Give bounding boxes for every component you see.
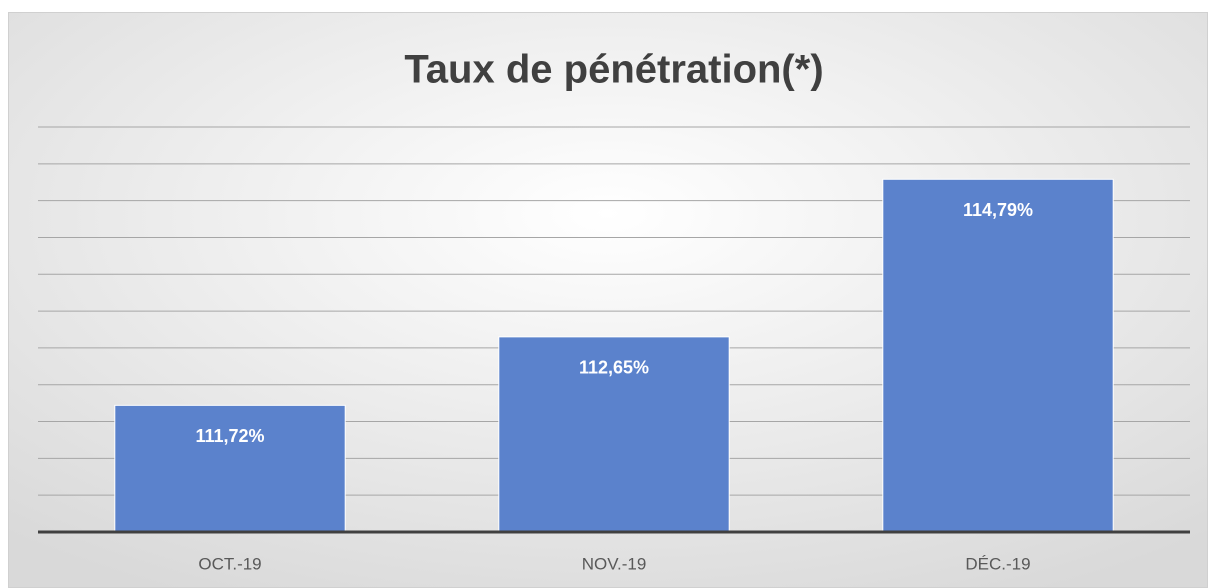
x-tick-label: OCT.-19 bbox=[198, 554, 261, 573]
data-label: 114,79% bbox=[963, 200, 1033, 220]
bar bbox=[114, 404, 346, 533]
data-label: 112,65% bbox=[579, 358, 649, 378]
bar bbox=[498, 336, 730, 533]
x-tick-label: DÉC.-19 bbox=[965, 554, 1030, 573]
chart-title: Taux de pénétration(*) bbox=[404, 48, 823, 92]
data-label: 111,72% bbox=[195, 426, 264, 446]
bar bbox=[882, 178, 1114, 533]
x-tick-label: NOV.-19 bbox=[582, 554, 647, 573]
